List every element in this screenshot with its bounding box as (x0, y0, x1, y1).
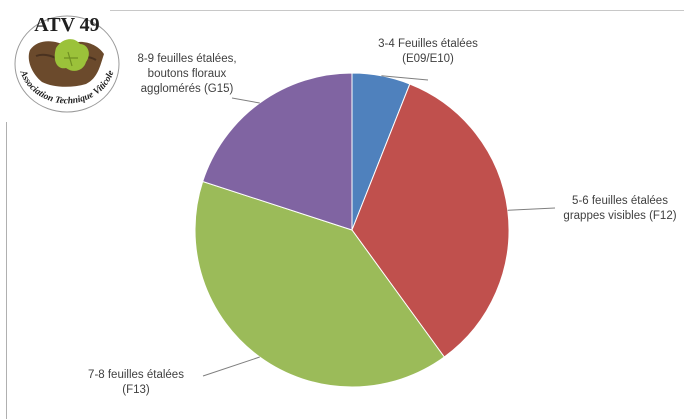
leader-line (381, 75, 429, 81)
slice-label: 8-9 feuilles étalées, boutons floraux aggl… (137, 53, 236, 95)
slice-label: 7-8 feuilles étalées (F13) (88, 369, 184, 396)
slice-label-line: (F13) (122, 384, 150, 396)
slice-label-line: (E09/E10) (402, 53, 454, 65)
leader-line (202, 356, 260, 377)
slice-label: 3-4 Feuilles étalées (E09/E10) (378, 38, 478, 65)
slice-label-line: 5-6 feuilles étalées (572, 195, 668, 207)
pie-slice (202, 72, 353, 231)
logo-title: ATV 49 (34, 14, 99, 36)
slice-label-line: boutons floraux (148, 68, 227, 80)
left-divider (6, 122, 7, 419)
pie-slice (351, 83, 510, 358)
leader-line (231, 97, 260, 104)
slice-label: 5-6 feuilles étalées grappes visibles (F1… (563, 195, 676, 222)
slice-label-line: grappes visibles (F12) (563, 210, 676, 222)
slice-label-line: 7-8 feuilles étalées (88, 369, 184, 381)
leader-line (507, 207, 556, 211)
top-divider (110, 10, 684, 11)
slice-label-line: 8-9 feuilles étalées, (137, 53, 236, 65)
slice-label-line: 3-4 Feuilles étalées (378, 38, 478, 50)
atv49-logo: ATV 49 Association Technique Viticole (14, 14, 120, 113)
slice-label-line: agglomérés (G15) (141, 83, 234, 95)
